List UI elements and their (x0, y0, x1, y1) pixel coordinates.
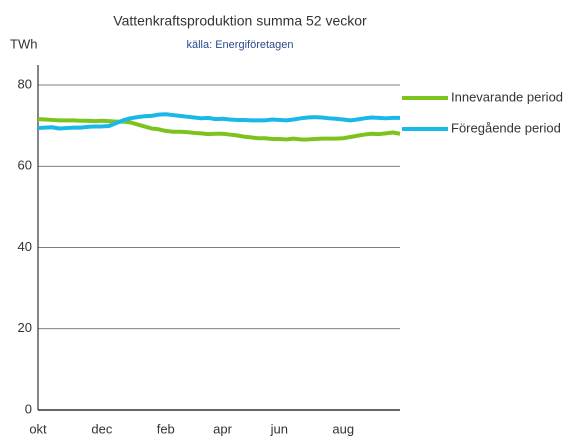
y-tick-label: 80 (18, 76, 32, 91)
x-tick-label: jun (270, 421, 288, 436)
legend-label: Föregående period (451, 120, 561, 135)
line-series (37, 117, 401, 142)
x-tick-label: apr (213, 421, 232, 436)
y-axis-label: TWh (10, 36, 37, 51)
y-tick-label: 20 (18, 320, 32, 335)
legend-label: Innevarande period (451, 89, 563, 104)
chart-title: Vattenkraftsproduktion summa 52 veckor (113, 13, 367, 29)
x-tick-label: feb (157, 421, 175, 436)
y-tick-label: 60 (18, 158, 32, 173)
y-tick-label: 40 (18, 239, 32, 254)
x-tick-label: aug (332, 421, 354, 436)
x-tick-label: dec (91, 421, 112, 436)
chart-subtitle: källa: Energiföretagen (186, 39, 293, 51)
line-series (37, 112, 400, 131)
x-tick-label: okt (29, 421, 47, 436)
y-tick-label: 0 (25, 401, 32, 416)
